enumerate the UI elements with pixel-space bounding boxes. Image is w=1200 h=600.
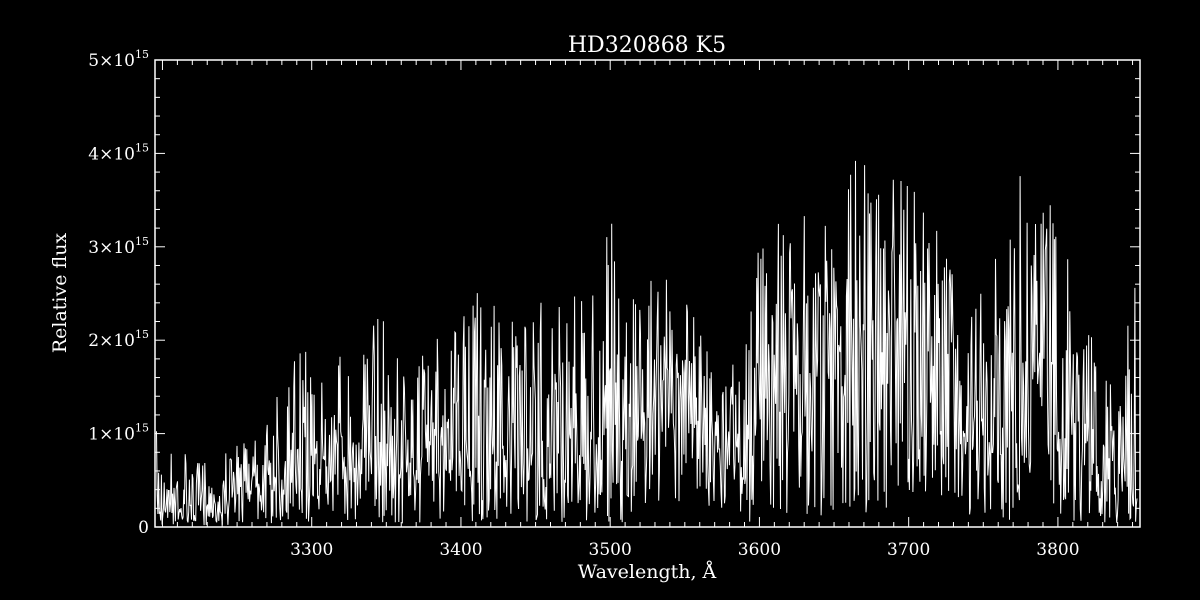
y-tick-label: 0 (138, 518, 149, 538)
y-tick-label: 2×1015 (88, 328, 149, 351)
y-tick-mantissa: 4×10 (88, 144, 135, 164)
y-tick-exponent: 15 (135, 48, 149, 61)
y-tick-exponent: 15 (135, 328, 149, 341)
y-tick-exponent: 15 (135, 141, 149, 154)
y-tick-mantissa: 0 (138, 518, 149, 538)
y-tick-label: 5×1015 (88, 48, 149, 71)
y-tick-mantissa: 1×10 (88, 425, 135, 445)
y-tick-mantissa: 3×10 (88, 238, 135, 258)
y-axis-label: Relative flux (49, 233, 71, 354)
spectrum-line (156, 160, 1138, 526)
y-tick-label: 1×1015 (88, 422, 149, 445)
y-tick-label: 4×1015 (88, 141, 149, 164)
plot-area (154, 59, 1141, 528)
y-tick-label: 3×1015 (88, 235, 149, 258)
x-tick-label: 3600 (738, 540, 781, 560)
y-tick-exponent: 15 (135, 235, 149, 248)
x-tick-label: 3400 (439, 540, 482, 560)
y-tick-exponent: 15 (135, 422, 149, 435)
x-tick-label: 3300 (290, 540, 333, 560)
chart-title: HD320868 K5 (568, 33, 726, 58)
y-tick-mantissa: 2×10 (88, 331, 135, 351)
x-axis: 3300 3400 3500 3600 3700 3800 (161, 60, 1134, 560)
x-axis-label: Wavelength, Å (578, 561, 717, 583)
x-tick-label: 3700 (887, 540, 930, 560)
plot-frame (154, 59, 1141, 528)
y-tick-mantissa: 5×10 (88, 51, 135, 71)
x-tick-label: 3800 (1036, 540, 1079, 560)
x-tick-label: 3500 (589, 540, 632, 560)
